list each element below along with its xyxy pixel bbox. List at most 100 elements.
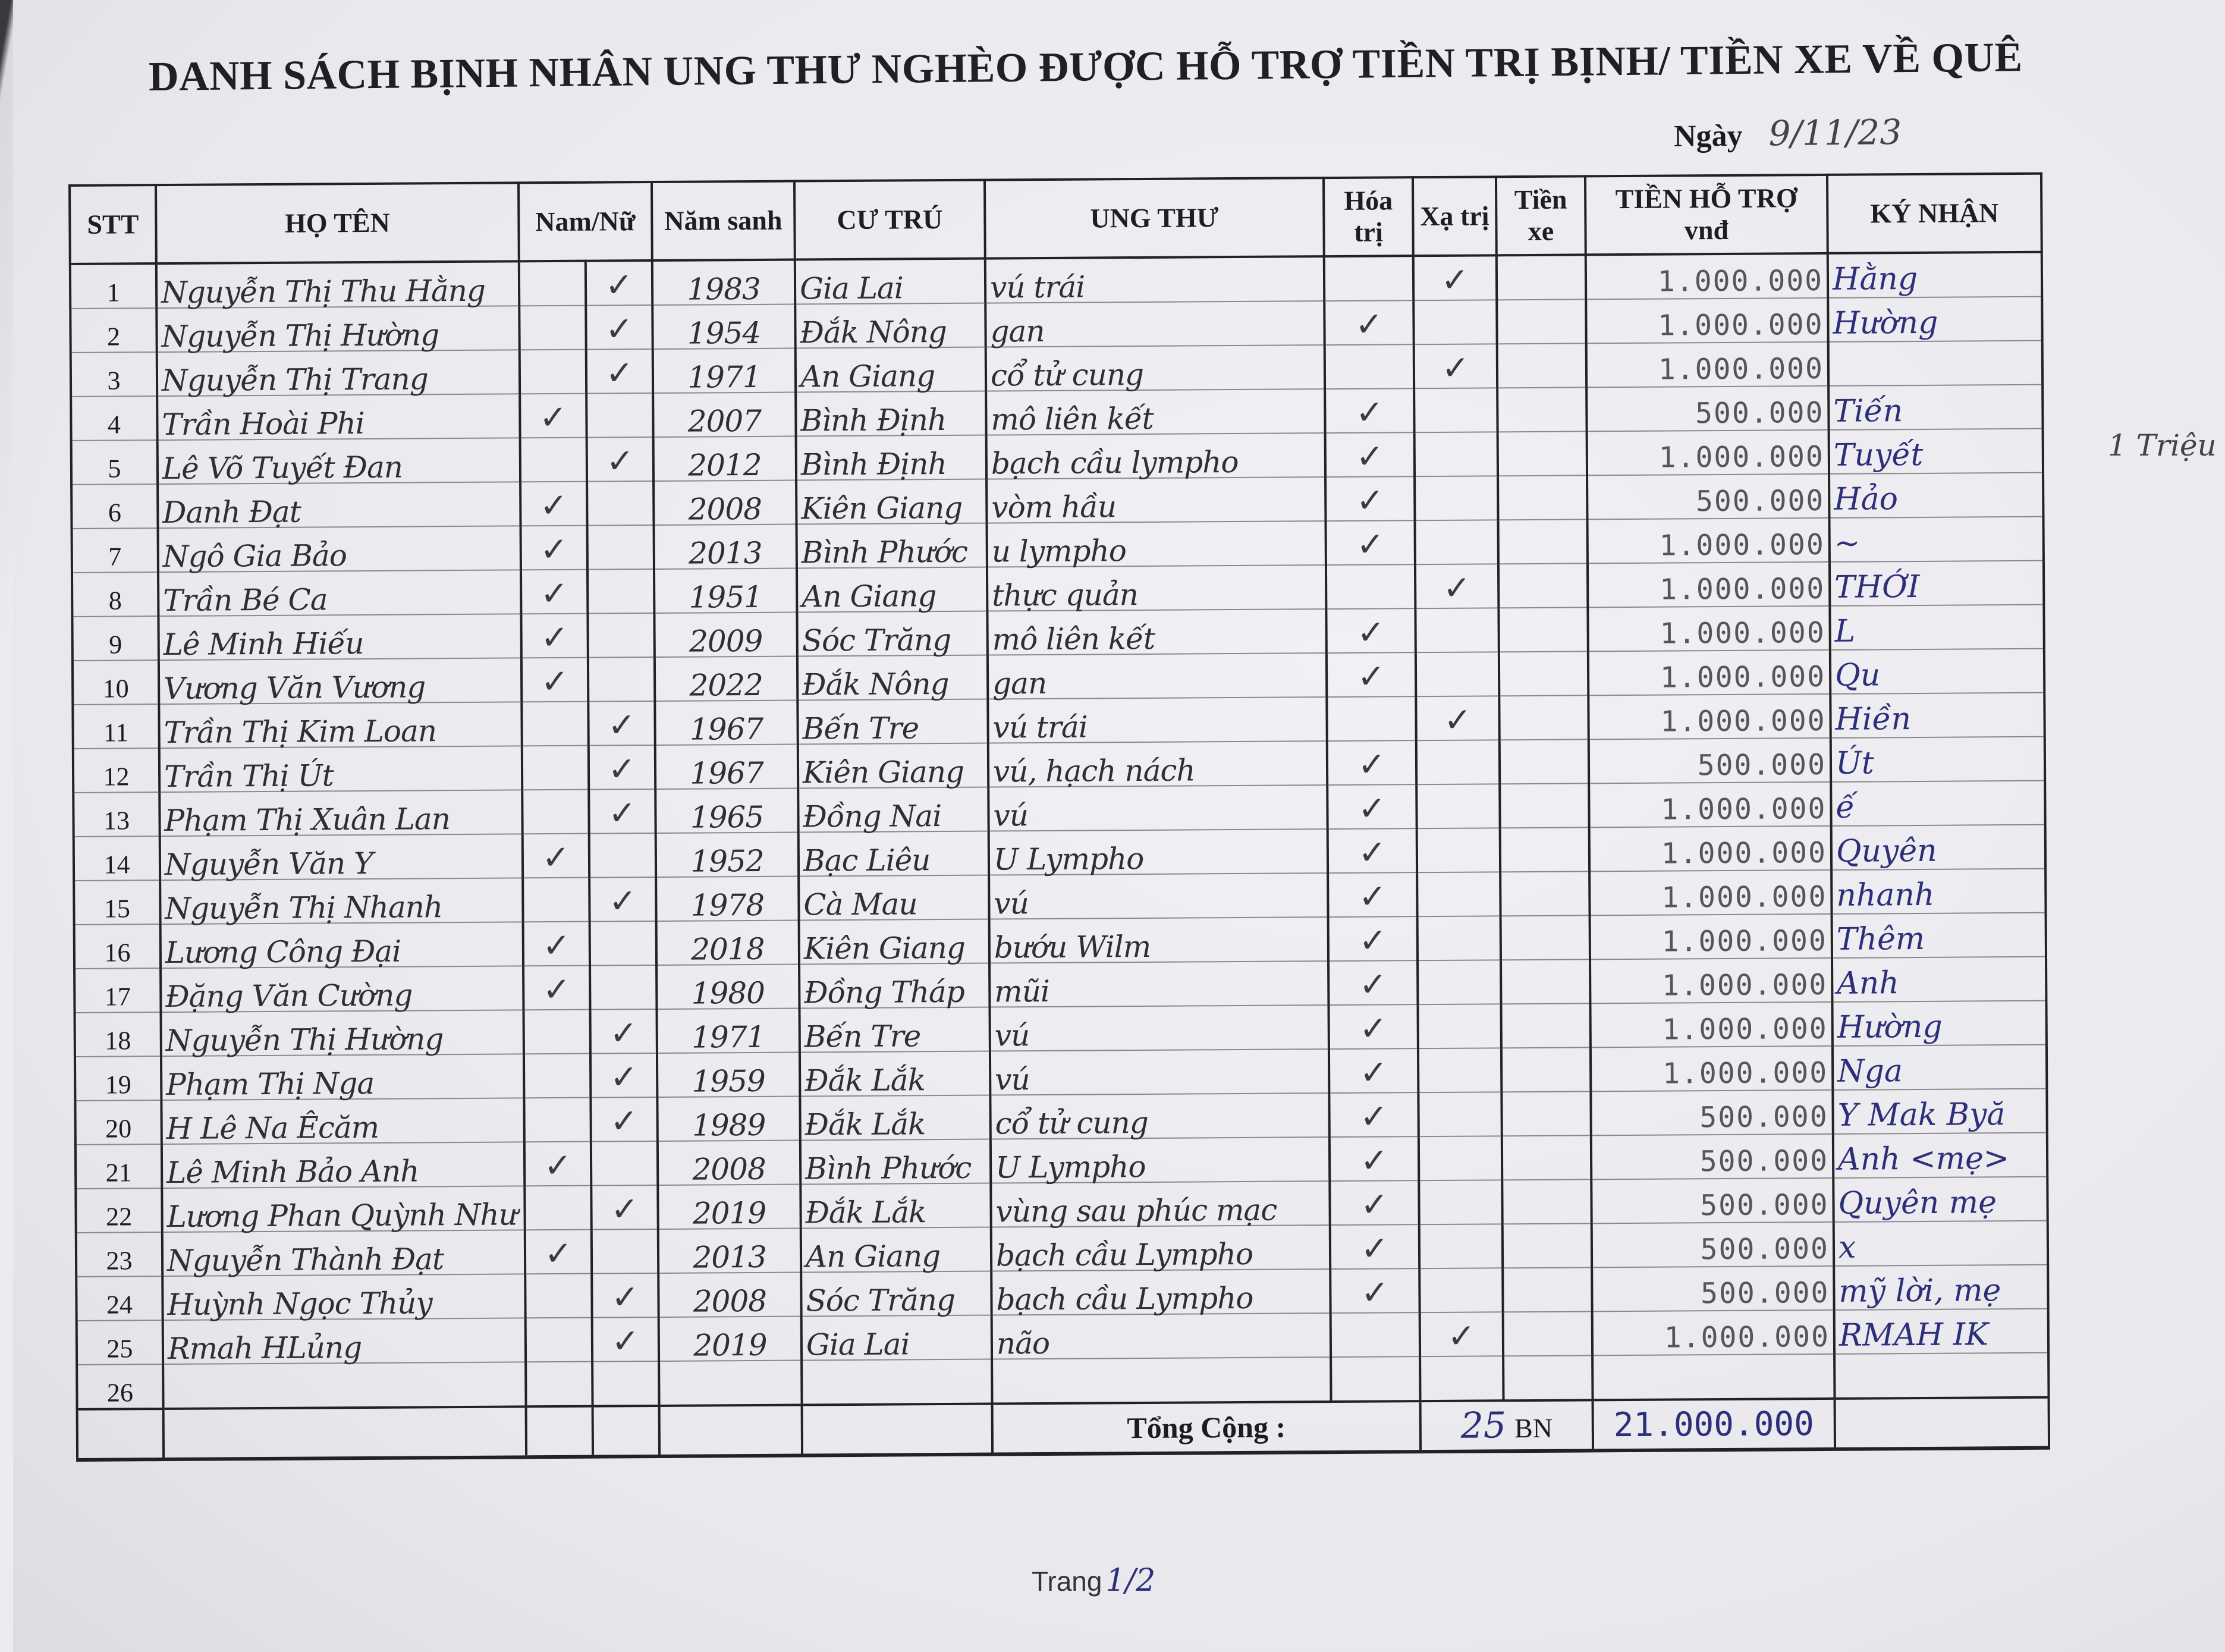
chemotherapy-cell [1330,1312,1421,1358]
name-cell-text: Nguyễn Thị Trang [161,362,428,398]
birth-year-cell-text: 1971 [687,359,761,395]
signature-cell: Anh <mẹ> [1833,1132,2048,1178]
residence-cell: Bình Định [796,391,986,438]
residence-cell-text: An Giang [802,579,936,614]
stt-cell: 25 [76,1320,164,1365]
gender-male-cell [521,745,589,790]
gender-female-cell: ✓ [592,1273,659,1318]
signature-cell-text: Quyên [1836,833,1937,869]
gender-male-cell: ✓ [520,569,588,614]
header-tien-ho-tro-label: TIỀN HỖ TRỢ [1615,183,1797,215]
gender-male-cell [519,305,586,350]
check-mark-icon: ✓ [540,618,569,658]
birth-year-cell: 2013 [658,1228,802,1275]
support-amount-cell: 1.000.000 [1586,341,1829,388]
cancer-type-cell-text: U Lympho [993,841,1144,877]
travel-money-cell [1498,563,1588,608]
birth-year-cell: 2019 [658,1184,801,1231]
cancer-type-cell-text: bạch cầu Lympho [996,1280,1253,1317]
check-mark-icon: ✓ [540,662,569,702]
gender-female-cell [587,525,654,570]
residence-cell: Đắk Lắk [800,1183,991,1230]
birth-year-cell: 2009 [654,612,797,659]
birth-year-cell-text: 1959 [692,1063,766,1099]
total-count-unit: BN [1514,1412,1553,1444]
gender-male-cell [519,349,587,394]
check-mark-icon: ✓ [609,1102,639,1141]
support-amount-cell-text: 1.000.000 [1657,263,1824,299]
signature-cell: Quyên mẹ [1833,1176,2048,1222]
cancer-type-cell-text: vú [994,1018,1030,1053]
signature-cell: mỹ lời, mẹ [1834,1264,2048,1310]
support-amount-cell: 500.000 [1592,1265,1834,1312]
check-mark-icon: ✓ [1360,1141,1388,1180]
signature-cell: nhanh [1831,868,2046,914]
birth-year-cell: 1959 [656,1052,800,1099]
gender-male-cell: ✓ [523,965,590,1010]
support-amount-cell: 500.000 [1591,1133,1834,1180]
residence-cell-text: Đắk Nông [800,314,947,350]
signature-cell: ~ [1829,516,2044,562]
residence-cell-text: Đắk Lắk [805,1195,926,1230]
cancer-type-cell-text: vòm hầu [991,489,1117,525]
cancer-type-cell-text: mô liên kết [992,621,1155,657]
birth-year-cell-text: 2008 [692,1151,766,1187]
check-mark-icon: ✓ [540,574,568,614]
support-amount-cell: 1.000.000 [1589,913,1833,960]
chemotherapy-cell [1331,1356,1421,1402]
header-ky-nhan: KÝ NHẬN [1827,173,2042,253]
residence-cell-text: Gia Lai [799,271,903,306]
chemotherapy-cell [1325,564,1416,610]
margin-note: 1 Triệu [2108,428,2217,463]
birth-year-cell-text: 1951 [689,579,763,615]
cancer-type-cell: bạch cầu Lympho [991,1225,1331,1273]
residence-cell: Đắk Lắk [800,1095,991,1142]
gender-male-cell: ✓ [520,481,587,526]
cancer-type-cell: U Lympho [990,1137,1330,1185]
signature-cell: Qu [1830,648,2045,694]
birth-year-cell: 2007 [653,392,796,439]
cancer-type-cell [992,1357,1331,1404]
stt-cell-text: 24 [106,1290,133,1320]
name-cell: Lê Võ Tuyết Đan [157,438,521,486]
cancer-type-cell-text: gan [990,313,1045,349]
gender-male-cell [525,1273,592,1318]
total-count-cell: 25 BN [1420,1400,1594,1452]
cancer-type-cell: vòm hầu [986,477,1326,525]
support-amount-cell-text: 1.000.000 [1658,307,1824,343]
check-mark-icon: ✓ [1355,305,1384,344]
travel-money-cell [1502,1179,1592,1224]
support-amount-cell-text: 1.000.000 [1662,968,1828,1003]
check-mark-icon: ✓ [1359,1097,1388,1136]
residence-cell: Đắk Nông [795,303,986,350]
travel-money-cell [1497,299,1586,344]
check-mark-icon: ✓ [607,706,636,745]
stt-cell: 24 [76,1276,163,1321]
travel-money-cell [1497,343,1587,388]
radiotherapy-cell: ✓ [1413,344,1498,389]
birth-year-cell-text: 1971 [691,1019,765,1055]
support-amount-cell: 1.000.000 [1590,1001,1833,1048]
name-cell-text: Nguyễn Thành Đạt [166,1242,444,1279]
gender-male-cell [518,260,586,306]
residence-cell-text: Bạc Liêu [803,843,931,878]
paper-sheet [13,0,2225,1652]
residence-cell-text: Cà Mau [803,887,917,922]
stt-cell: 9 [72,616,159,661]
residence-cell-text: Kiên Giang [802,754,964,790]
chemotherapy-cell: ✓ [1327,740,1417,786]
signature-cell-text: ế [1836,789,1855,825]
cancer-type-cell: cổ tử cung [985,345,1325,393]
signature-cell-text: Anh [1837,965,1899,1001]
name-cell-text: Huỳnh Ngọc Thủy [167,1286,432,1323]
residence-cell: Bạc Liêu [798,831,989,878]
signature-cell-text: mỹ lời, mẹ [1839,1273,2001,1309]
name-cell: Nguyễn Thị Hường [161,1010,524,1058]
stt-cell: 1 [70,263,157,309]
residence-cell: Gia Lai [794,258,986,306]
signature-cell-text: Hường [1837,1009,1943,1045]
check-mark-icon: ✓ [1359,921,1387,960]
gender-male-cell [520,437,587,482]
support-amount-cell-text: 1.000.000 [1664,1320,1830,1355]
signature-cell-text: nhanh [1836,877,1935,913]
